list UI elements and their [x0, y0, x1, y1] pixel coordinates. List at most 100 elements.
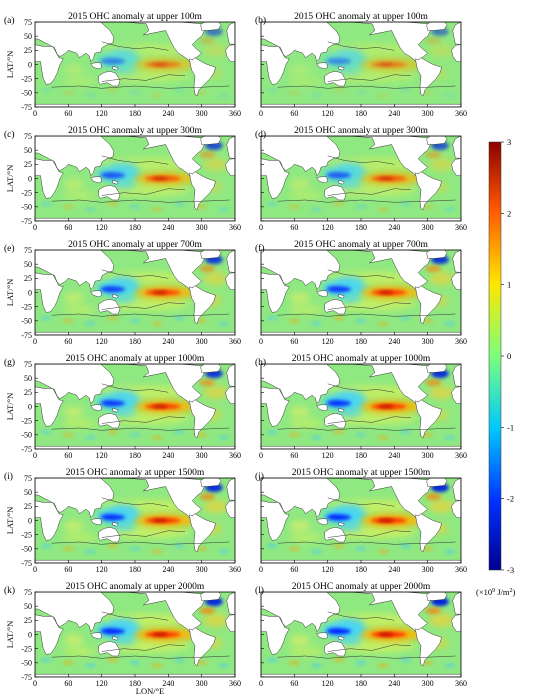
land-mask — [112, 521, 119, 527]
ohc-map — [35, 22, 235, 107]
panel-title: 2015 OHC anomaly at upper 700m — [294, 240, 428, 250]
x-tick-label: 300 — [422, 565, 434, 574]
ohc-map — [261, 592, 461, 677]
x-tick-label: 120 — [96, 337, 108, 346]
x-tick-label: 180 — [129, 337, 141, 346]
panel-title: 2015 OHC anomaly at upper 1000m — [66, 354, 205, 364]
panel-c: 2015 OHC anomaly at upper 300m (c) 75 50 25 0… — [4, 126, 241, 232]
land-mask — [426, 364, 448, 373]
y-tick-label: -50 — [21, 545, 32, 554]
y-tick-label: -25 — [21, 530, 32, 539]
panel-k: 2015 OHC anomaly at upper 2000m (k) 75 50 25… — [4, 582, 241, 688]
land-mask — [225, 158, 235, 176]
y-tick-label: 25 — [24, 160, 32, 169]
land-mask — [261, 44, 290, 85]
land-mask — [100, 592, 205, 633]
colorbar-unit: (×109 J/m2) — [476, 587, 516, 597]
x-tick-label: 240 — [388, 451, 400, 460]
land-mask — [261, 614, 290, 655]
y-axis-label: LAT/°N — [5, 165, 15, 192]
panel-title: 2015 OHC anomaly at upper 1000m — [292, 354, 431, 364]
zero-contour — [51, 199, 230, 203]
x-tick-label: 360 — [455, 337, 467, 346]
x-tick-label: 180 — [129, 565, 141, 574]
y-tick-label: 75 — [24, 132, 32, 141]
panel-j: 2015 OHC anomaly at upper 1500m (j) 0 60 120… — [255, 468, 467, 574]
panel-h: 2015 OHC anomaly at upper 1000m (h) 0 60 120… — [255, 354, 467, 460]
x-tick-label: 300 — [196, 109, 208, 118]
land-mask — [261, 22, 341, 63]
land-mask — [451, 386, 461, 404]
zero-contour — [277, 313, 456, 317]
panel-label: (i) — [4, 471, 13, 482]
zero-contour — [101, 41, 169, 51]
land-mask — [35, 592, 115, 633]
land-mask — [324, 299, 347, 315]
panel-label: (g) — [4, 357, 15, 368]
land-mask — [112, 293, 119, 299]
x-axis-label: LON/°E — [136, 686, 164, 696]
y-tick-label: -50 — [21, 659, 32, 668]
x-tick-label: 360 — [229, 109, 241, 118]
land-mask — [326, 478, 431, 519]
x-tick-label: 180 — [355, 337, 367, 346]
y-axis-label: LAT/°N — [5, 279, 15, 306]
y-tick-label: 0 — [28, 288, 32, 297]
panel-a: 2015 OHC anomaly at upper 100m (a) 75 50 25 0… — [4, 12, 241, 118]
zero-contour — [101, 530, 186, 538]
y-tick-label: 25 — [24, 388, 32, 397]
land-mask — [452, 364, 461, 387]
land-mask — [316, 62, 328, 70]
land-mask — [261, 158, 290, 199]
panel-f: 2015 OHC anomaly at upper 700m (f) 0 60 120 1… — [255, 240, 467, 346]
ohc-map — [261, 250, 461, 335]
x-tick-label: 300 — [422, 337, 434, 346]
x-tick-label: 240 — [162, 223, 174, 232]
land-mask — [261, 478, 341, 519]
land-mask — [98, 641, 121, 657]
x-tick-label: 180 — [129, 679, 141, 688]
land-mask — [324, 413, 347, 429]
land-mask — [90, 62, 102, 70]
zero-contour — [327, 530, 412, 538]
x-tick-label: 0 — [33, 337, 37, 346]
land-mask — [338, 179, 345, 185]
land-mask — [200, 478, 222, 487]
x-tick-label: 120 — [322, 109, 334, 118]
panel-e: 2015 OHC anomaly at upper 700m (e) 75 50 25 0… — [4, 240, 241, 346]
panel-label: (f) — [255, 243, 265, 254]
x-tick-label: 240 — [388, 109, 400, 118]
colorbar-tick-label: 2 — [507, 208, 511, 218]
x-tick-label: 300 — [196, 565, 208, 574]
zero-contour — [101, 416, 186, 424]
x-tick-label: 120 — [322, 223, 334, 232]
x-tick-label: 60 — [290, 679, 298, 688]
y-tick-label: 75 — [24, 360, 32, 369]
land-mask — [451, 272, 461, 290]
zero-contour — [327, 611, 395, 621]
x-tick-label: 240 — [162, 109, 174, 118]
land-mask — [261, 364, 341, 405]
land-mask — [338, 407, 345, 413]
x-tick-label: 60 — [64, 565, 72, 574]
ohc-map — [261, 364, 461, 449]
colorbar-tick-label: -2 — [507, 494, 514, 504]
panel-label: (k) — [4, 585, 15, 596]
land-mask — [189, 285, 216, 325]
land-mask — [226, 592, 235, 615]
colorbar-tick-label: -3 — [507, 565, 514, 575]
zero-contour — [327, 302, 412, 310]
zero-contour — [277, 199, 456, 203]
land-mask — [200, 22, 222, 31]
land-mask — [451, 614, 461, 632]
zero-contour — [101, 155, 169, 165]
panel-title: 2015 OHC anomaly at upper 300m — [294, 126, 428, 136]
land-mask — [326, 22, 431, 63]
land-mask — [452, 250, 461, 273]
land-mask — [189, 171, 216, 211]
land-mask — [261, 136, 341, 177]
ohc-map — [35, 592, 235, 677]
land-mask — [90, 518, 102, 526]
x-tick-label: 300 — [196, 223, 208, 232]
land-mask — [100, 22, 205, 63]
